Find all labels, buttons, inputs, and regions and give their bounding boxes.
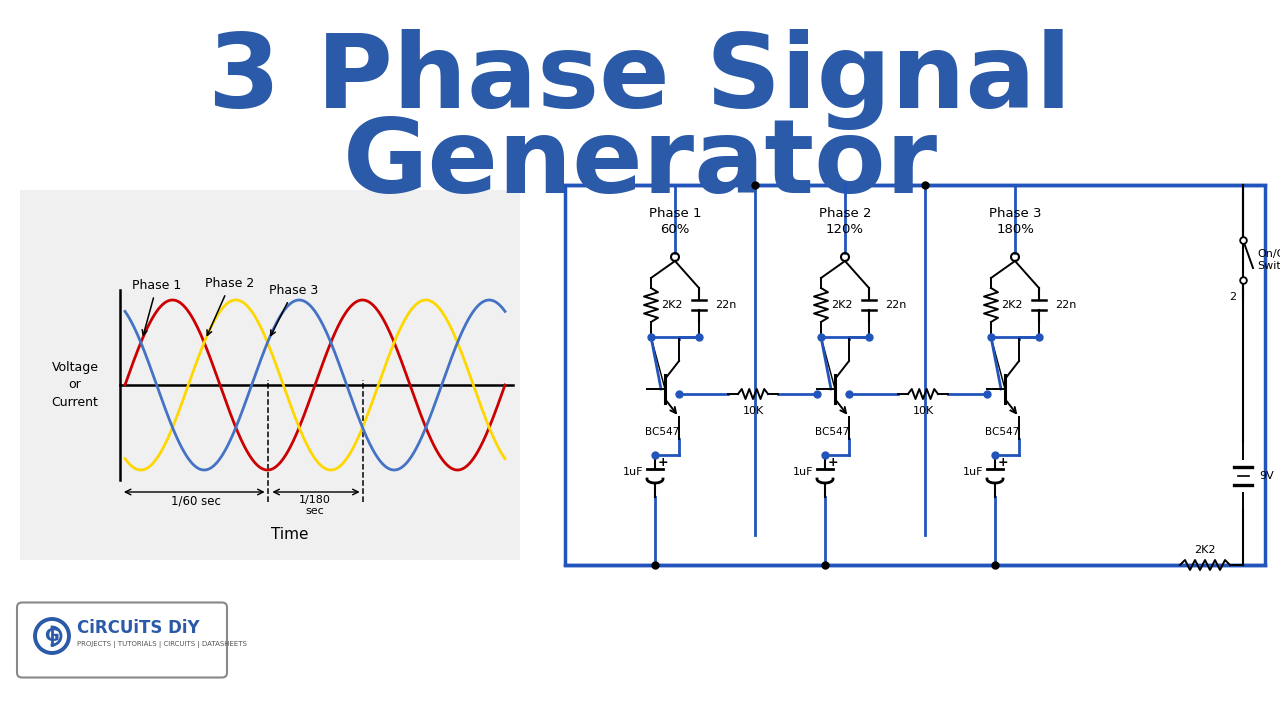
- Text: 2K2: 2K2: [1194, 545, 1216, 555]
- Text: 1uF: 1uF: [963, 467, 983, 477]
- Text: Voltage
or
Current: Voltage or Current: [51, 361, 99, 408]
- Text: 3 Phase Signal: 3 Phase Signal: [209, 30, 1071, 130]
- Text: On/Off
Switch: On/Off Switch: [1257, 249, 1280, 271]
- Text: 2K2: 2K2: [831, 300, 852, 310]
- Text: Time: Time: [271, 527, 308, 542]
- Text: G: G: [45, 627, 59, 645]
- Text: 22n: 22n: [884, 300, 906, 310]
- Text: 2: 2: [1229, 292, 1236, 302]
- Text: 22n: 22n: [1055, 300, 1076, 310]
- Text: BC547: BC547: [815, 427, 849, 437]
- Text: 1/60 sec: 1/60 sec: [172, 495, 221, 508]
- Text: 10K: 10K: [913, 406, 933, 416]
- Bar: [564, 185, 1265, 565]
- Text: +: +: [658, 456, 668, 469]
- Text: Generator: Generator: [343, 114, 937, 215]
- Text: BC547: BC547: [986, 427, 1019, 437]
- Text: Phase 1: Phase 1: [132, 279, 182, 335]
- Text: +: +: [998, 456, 1009, 469]
- Text: BC547: BC547: [645, 427, 680, 437]
- Text: 1/180
sec: 1/180 sec: [300, 495, 332, 516]
- Text: 10K: 10K: [742, 406, 764, 416]
- Text: 22n: 22n: [716, 300, 736, 310]
- FancyBboxPatch shape: [17, 603, 227, 678]
- Text: 1uF: 1uF: [792, 467, 813, 477]
- Text: Phase 2
120%: Phase 2 120%: [819, 207, 872, 236]
- Bar: [20, 190, 520, 560]
- Text: Phase 3: Phase 3: [269, 284, 317, 336]
- Text: +: +: [828, 456, 838, 469]
- Text: 2K2: 2K2: [1001, 300, 1023, 310]
- Text: PROJECTS | TUTORIALS | CIRCUITS | DATASHEETS: PROJECTS | TUTORIALS | CIRCUITS | DATASH…: [77, 642, 247, 649]
- Text: Phase 2: Phase 2: [205, 277, 255, 336]
- Text: CiRCUiTS DiY: CiRCUiTS DiY: [77, 619, 200, 637]
- Text: 1uF: 1uF: [622, 467, 643, 477]
- Text: 2K2: 2K2: [660, 300, 682, 310]
- Text: 9V: 9V: [1260, 471, 1274, 481]
- Text: Phase 1
60%: Phase 1 60%: [649, 207, 701, 236]
- Text: Phase 3
180%: Phase 3 180%: [988, 207, 1041, 236]
